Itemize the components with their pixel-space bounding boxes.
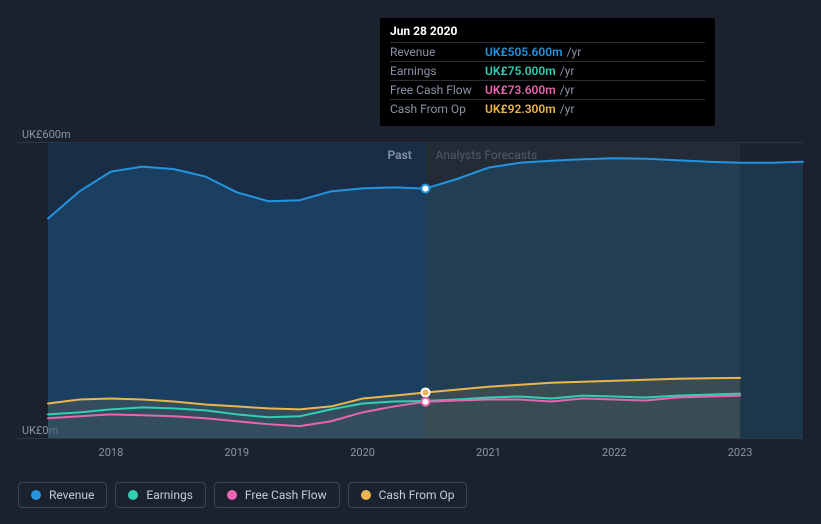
tooltip-row: Free Cash FlowUK£73.600m/yr	[390, 80, 705, 99]
x-axis-tick: 2021	[476, 446, 501, 459]
legend-swatch	[227, 490, 237, 500]
legend-item-revenue[interactable]: Revenue	[18, 482, 107, 508]
legend-label: Earnings	[146, 488, 193, 502]
tooltip-row: Cash From OpUK£92.300m/yr	[390, 99, 705, 118]
legend-label: Cash From Op	[379, 488, 455, 502]
legend-label: Revenue	[49, 488, 94, 502]
tooltip-metric-value: UK£75.000m	[485, 64, 556, 78]
legend-item-free_cash_flow[interactable]: Free Cash Flow	[214, 482, 340, 508]
tooltip-metric-value: UK£73.600m	[485, 83, 556, 97]
x-axis-tick: 2018	[99, 446, 124, 459]
tooltip-metric-value: UK£505.600m	[485, 45, 563, 59]
financials-chart-container: UK£0mUK£600m Past Analysts Forecasts 201…	[0, 0, 821, 524]
tooltip-suffix: /yr	[560, 64, 575, 78]
chart-tooltip: Jun 28 2020 RevenueUK£505.600m/yrEarning…	[380, 18, 715, 126]
tooltip-row: EarningsUK£75.000m/yr	[390, 61, 705, 80]
tooltip-metric-value: UK£92.300m	[485, 102, 556, 116]
tooltip-metric-label: Free Cash Flow	[390, 83, 485, 97]
tooltip-metric-label: Cash From Op	[390, 102, 485, 116]
chart-legend: Revenue Earnings Free Cash Flow Cash From O…	[18, 482, 467, 508]
legend-label: Free Cash Flow	[245, 488, 327, 502]
legend-swatch	[128, 490, 138, 500]
tooltip-suffix: /yr	[560, 102, 575, 116]
tooltip-row: RevenueUK£505.600m/yr	[390, 42, 705, 61]
x-axis-tick: 2022	[602, 446, 627, 459]
legend-swatch	[361, 490, 371, 500]
tooltip-suffix: /yr	[567, 45, 582, 59]
tooltip-metric-label: Earnings	[390, 64, 485, 78]
legend-item-earnings[interactable]: Earnings	[115, 482, 206, 508]
x-axis-tick: 2023	[728, 446, 753, 459]
tooltip-date: Jun 28 2020	[390, 24, 705, 42]
tooltip-metric-label: Revenue	[390, 45, 485, 59]
legend-item-cash_from_op[interactable]: Cash From Op	[348, 482, 468, 508]
legend-swatch	[31, 490, 41, 500]
x-axis-tick: 2019	[224, 446, 249, 459]
x-axis-tick: 2020	[350, 446, 375, 459]
tooltip-suffix: /yr	[560, 83, 575, 97]
